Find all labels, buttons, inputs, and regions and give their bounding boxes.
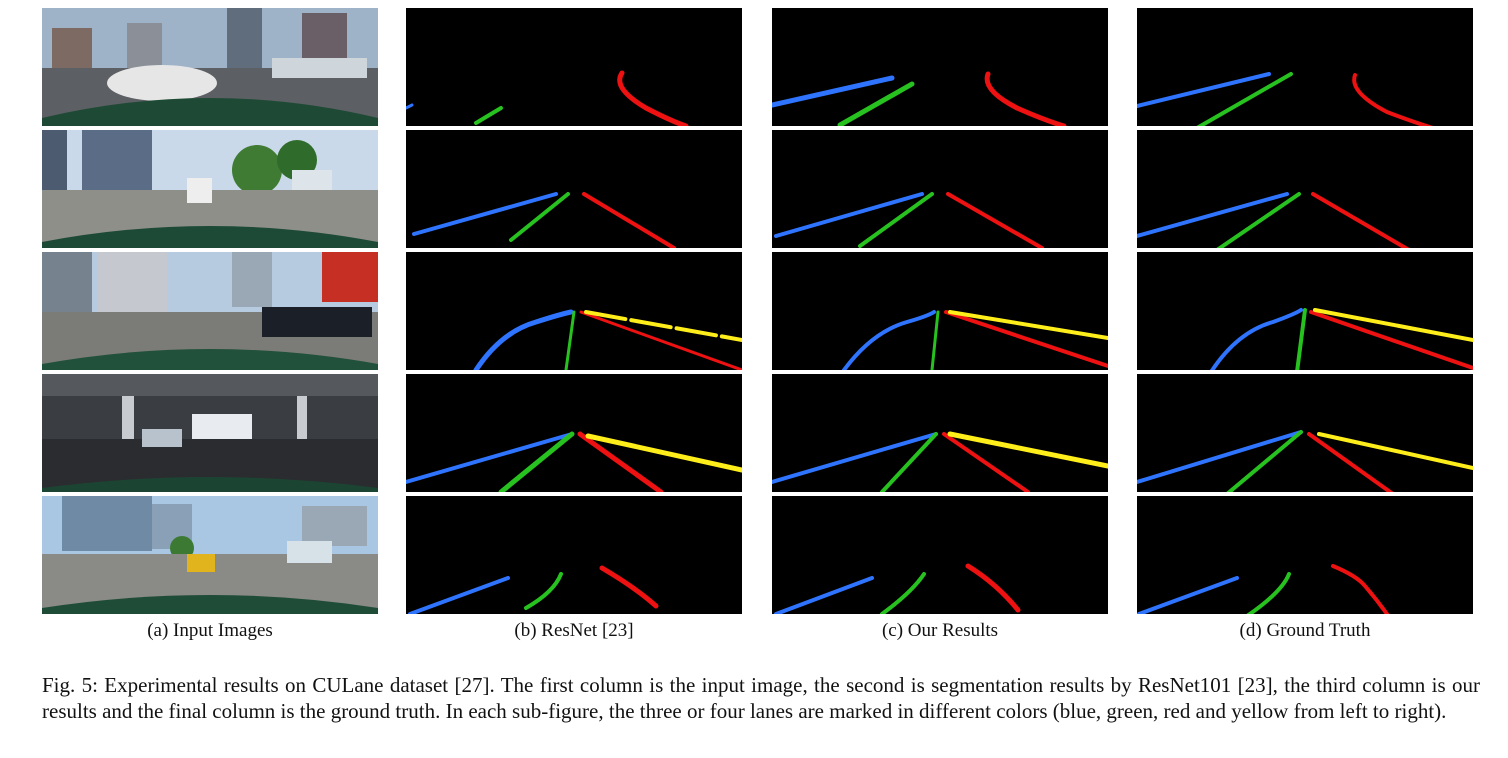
lane-green: [837, 81, 915, 126]
lane-yellow: [584, 310, 742, 342]
lane-blue: [1137, 192, 1289, 238]
resnet-mask-row-3: [406, 252, 742, 370]
lane-red: [1307, 432, 1394, 492]
lane-green: [858, 192, 934, 248]
lane-blue: [412, 192, 558, 236]
subfigure-label-b: (b) ResNet [23]: [514, 620, 634, 641]
lane-blue: [1137, 576, 1239, 614]
lane-green: [1226, 430, 1303, 492]
resnet-mask-row-1: [406, 8, 742, 126]
lane-red: [599, 565, 659, 609]
lane-red: [1311, 192, 1410, 248]
lane-red: [946, 192, 1044, 248]
lane-blue: [406, 103, 414, 110]
lane-green: [1216, 192, 1301, 248]
ground-truth-mask-row-3: [1137, 252, 1473, 370]
our-results-mask-row-4: [772, 374, 1108, 492]
lane-red: [1331, 564, 1389, 614]
input-image-row-4: [42, 374, 378, 492]
lane-blue: [1137, 72, 1271, 108]
lane-blue: [1137, 430, 1303, 484]
lane-red: [579, 310, 742, 370]
lane-yellow: [948, 310, 1108, 340]
lane-red: [984, 71, 1067, 126]
lane-blue: [473, 309, 574, 370]
lane-green: [498, 431, 575, 492]
input-image-row-5: [42, 496, 378, 614]
input-image-row-3: [42, 252, 378, 370]
lane-green: [1295, 308, 1307, 370]
resnet-mask-row-5: [406, 496, 742, 614]
lane-blue: [408, 576, 510, 614]
lane-yellow: [585, 433, 742, 473]
lane-yellow: [1313, 308, 1473, 342]
lane-yellow: [947, 431, 1108, 469]
lane-red: [1309, 310, 1473, 370]
lane-green: [880, 432, 938, 492]
lane-red: [582, 192, 676, 248]
ground-truth-mask-row-4: [1137, 374, 1473, 492]
lane-blue: [772, 432, 938, 484]
lane-green: [524, 572, 563, 610]
our-results-mask-row-5: [772, 496, 1108, 614]
lane-blue: [406, 432, 574, 484]
lane-green: [564, 310, 576, 370]
our-results-mask-row-2: [772, 130, 1108, 248]
figure-5: (a) Input Images (b) ResNet [23] (c) Our…: [42, 8, 1473, 641]
lane-green: [1246, 572, 1291, 614]
lane-green: [509, 192, 570, 242]
subfigure-label-d: (d) Ground Truth: [1239, 620, 1371, 641]
input-image-row-2: [42, 130, 378, 248]
lane-red: [942, 432, 1030, 492]
subfigure-label-a: (a) Input Images: [147, 620, 273, 641]
input-image-row-1: [42, 8, 378, 126]
subfigure-label-c: (c) Our Results: [881, 620, 999, 641]
lane-red: [944, 310, 1108, 368]
lane-green: [474, 106, 503, 125]
ground-truth-mask-row-1: [1137, 8, 1473, 126]
lane-blue: [774, 192, 924, 238]
our-results-mask-row-3: [772, 252, 1108, 370]
resnet-mask-row-2: [406, 130, 742, 248]
lane-red: [577, 431, 664, 492]
lane-yellow: [1317, 432, 1473, 470]
lane-green: [1196, 72, 1293, 126]
ground-truth-mask-row-5: [1137, 496, 1473, 614]
figure-caption: Fig. 5: Experimental results on CULane d…: [42, 673, 1480, 723]
resnet-mask-row-4: [406, 374, 742, 492]
our-results-mask-row-1: [772, 8, 1108, 126]
lane-red: [617, 70, 689, 126]
lane-blue: [774, 576, 874, 614]
lane-red: [965, 563, 1021, 613]
ground-truth-mask-row-2: [1137, 130, 1473, 248]
lane-blue: [842, 310, 936, 370]
lane-blue: [1209, 308, 1303, 370]
lane-blue: [772, 75, 895, 108]
lane-red: [1352, 73, 1434, 126]
lane-green: [930, 310, 940, 370]
lane-green: [880, 572, 926, 614]
